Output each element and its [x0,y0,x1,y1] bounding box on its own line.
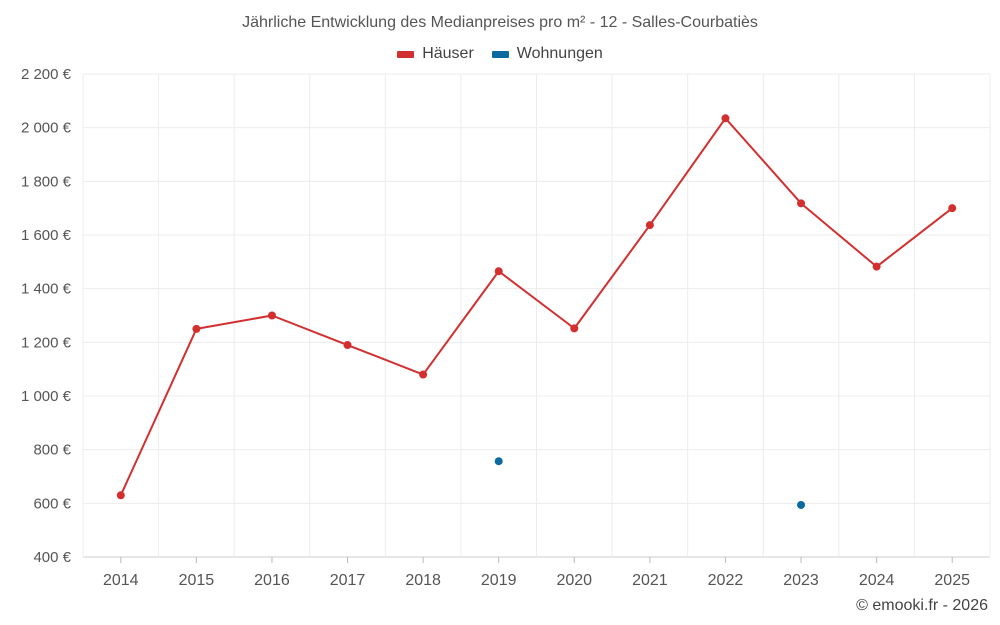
y-tick-label: 600 € [33,495,71,512]
x-tick-label: 2014 [103,572,139,589]
legend-swatch-wohnungen [491,50,509,58]
x-tick-label: 2018 [405,572,441,589]
data-point-haeuser [797,199,806,208]
series-line-haeuser [119,328,198,496]
legend-label-haeuser: Häuser [422,45,474,62]
x-tick-label: 2022 [708,572,744,589]
series-line-haeuser [196,314,273,330]
data-point-haeuser [721,114,730,123]
data-point-haeuser [948,204,957,213]
data-point-haeuser [570,324,579,333]
legend-item-haeuser[interactable]: Häuser [397,45,474,63]
x-tick-label: 2016 [254,572,290,589]
data-point-haeuser [494,267,503,276]
x-tick-label: 2021 [632,572,668,589]
series-line-haeuser [498,270,575,330]
y-tick-label: 1 000 € [21,388,72,405]
y-tick-label: 1 800 € [21,173,72,190]
series-line-haeuser [422,270,500,376]
x-tick-label: 2019 [481,572,517,589]
data-point-haeuser [872,262,881,271]
series-line-haeuser [271,314,348,346]
series-line-haeuser [724,117,802,205]
chart-title: Jährliche Entwicklung des Medianpreises … [242,14,758,31]
data-point-wohnungen [494,457,503,466]
y-tick-label: 2 000 € [21,120,72,137]
y-tick-label: 1 200 € [21,334,72,351]
x-tick-label: 2015 [179,572,215,589]
data-point-haeuser [192,324,201,333]
data-point-haeuser [267,311,276,320]
legend-label-wohnungen: Wohnungen [516,45,603,62]
x-tick-label: 2017 [330,572,366,589]
series-line-haeuser [347,344,424,376]
data-point-wohnungen [797,500,806,509]
x-tick-label: 2025 [934,572,970,589]
series-line-haeuser [800,202,878,268]
copyright-credit: © emooki.fr - 2026 [856,597,988,614]
y-tick-label: 2 200 € [21,66,72,83]
series-line-haeuser [649,117,727,226]
data-point-haeuser [343,341,352,350]
data-point-haeuser [116,491,125,500]
series-line-haeuser [876,207,953,268]
y-tick-label: 400 € [33,549,71,566]
y-tick-label: 1 600 € [21,227,72,244]
x-tick-label: 2023 [783,572,819,589]
legend-item-wohnungen[interactable]: Wohnungen [491,45,603,63]
series-line-haeuser [573,224,651,329]
chart-legend: Häuser Wohnungen [0,45,1000,63]
data-point-haeuser [645,221,654,230]
x-tick-label: 2024 [859,572,895,589]
y-tick-label: 800 € [33,442,71,459]
data-point-haeuser [419,370,428,379]
y-tick-label: 1 400 € [21,281,72,298]
x-tick-label: 2020 [556,572,592,589]
legend-swatch-haeuser [397,50,415,58]
